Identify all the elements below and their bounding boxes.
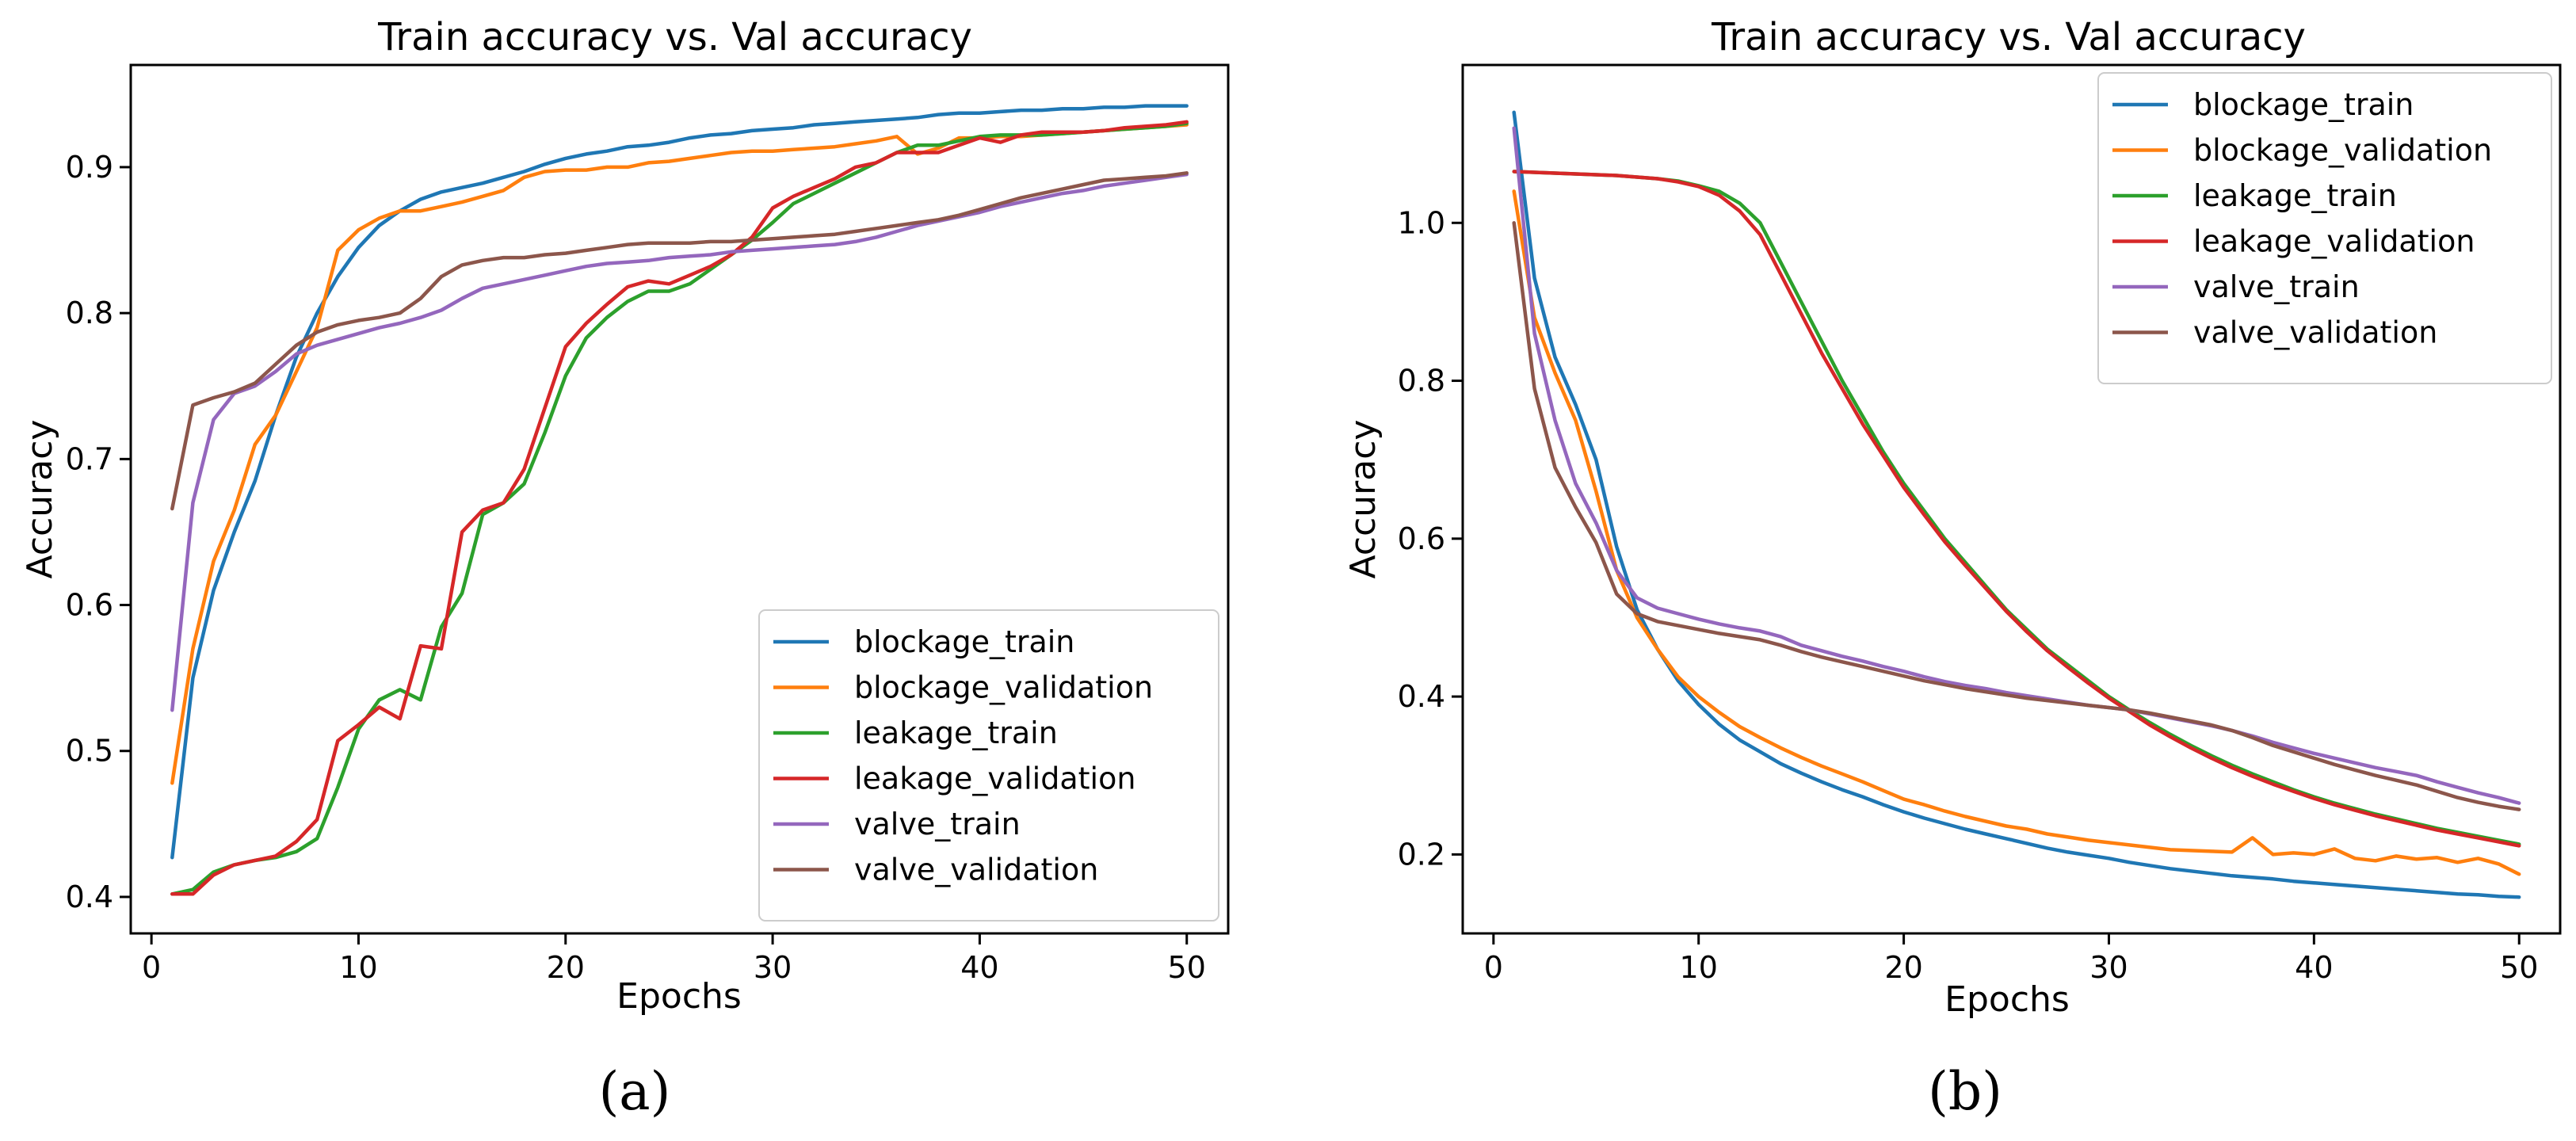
legend-label: valve_train bbox=[854, 807, 1021, 841]
legend-label: blockage_validation bbox=[2193, 133, 2492, 168]
legend-label: leakage_train bbox=[2193, 178, 2397, 213]
x-tick-label: 50 bbox=[2500, 950, 2538, 985]
y-tick-label: 0.9 bbox=[66, 150, 113, 185]
y-tick-label: 0.4 bbox=[1398, 679, 1445, 714]
y-axis-label: Accuracy bbox=[20, 420, 60, 579]
x-tick-label: 50 bbox=[1168, 950, 1206, 985]
chart-panel-a: Train accuracy vs. Val accuracy 0 10 20 30 4… bbox=[20, 15, 1230, 1122]
series-line-blockage-train bbox=[170, 104, 1189, 860]
plot-area bbox=[170, 104, 1189, 896]
x-tick-label: 0 bbox=[142, 950, 161, 985]
y-tick-label: 0.2 bbox=[1398, 837, 1445, 872]
legend-box bbox=[758, 609, 1219, 922]
panel-caption: (b) bbox=[1928, 1061, 2002, 1122]
y-axis: 0.2 0.4 0.6 0.8 1.0 bbox=[1398, 205, 1463, 872]
legend-label: leakage_train bbox=[854, 716, 1058, 750]
legend: blockage_train blockage_validationleakage… bbox=[758, 609, 1219, 922]
chart-panel-b: Train accuracy vs. Val accuracy 0 10 20 30 4… bbox=[1343, 15, 2562, 1122]
y-tick-label: 0.5 bbox=[66, 734, 113, 769]
y-tick-label: 0.4 bbox=[66, 880, 113, 914]
legend-label: blockage_train bbox=[2193, 87, 2414, 122]
x-tick-label: 30 bbox=[2089, 950, 2128, 985]
x-tick-label: 0 bbox=[1484, 950, 1503, 985]
legend-box bbox=[2097, 72, 2552, 384]
y-tick-label: 0.6 bbox=[1398, 521, 1445, 556]
chart-title: Train accuracy vs. Val accuracy bbox=[377, 15, 972, 59]
series-line-valve-validation bbox=[1512, 221, 2521, 811]
chart-title: Train accuracy vs. Val accuracy bbox=[1711, 15, 2306, 59]
legend-label: blockage_validation bbox=[854, 670, 1153, 705]
y-tick-label: 1.0 bbox=[1398, 205, 1445, 240]
series-line-leakage-validation bbox=[1512, 170, 2521, 848]
x-tick-label: 20 bbox=[547, 950, 585, 985]
x-tick-label: 30 bbox=[754, 950, 792, 985]
x-tick-label: 40 bbox=[960, 950, 998, 985]
legend-label: valve_train bbox=[2193, 269, 2360, 304]
y-tick-label: 0.8 bbox=[66, 296, 113, 330]
x-tick-label: 20 bbox=[1884, 950, 1922, 985]
series-line-leakage-validation bbox=[170, 120, 1189, 896]
x-tick-label: 10 bbox=[339, 950, 377, 985]
panel-caption: (a) bbox=[599, 1061, 671, 1122]
legend-label: leakage_validation bbox=[2193, 224, 2475, 259]
x-axis-label: Epochs bbox=[1944, 979, 2070, 1020]
series-line-valve-validation bbox=[170, 171, 1189, 511]
plot-area bbox=[1512, 110, 2521, 899]
legend-label: valve_validation bbox=[854, 853, 1098, 887]
legend-label: valve_validation bbox=[2193, 315, 2437, 350]
y-axis: 0.4 0.5 0.6 0.7 0.8 0.9 bbox=[66, 150, 131, 914]
x-tick-label: 40 bbox=[2295, 950, 2333, 985]
series-line-valve-train bbox=[1512, 126, 2521, 805]
y-tick-label: 0.8 bbox=[1398, 364, 1445, 399]
y-tick-label: 0.6 bbox=[66, 588, 113, 623]
x-axis: 0 10 20 30 40 50 bbox=[1484, 933, 2538, 985]
y-tick-label: 0.7 bbox=[66, 441, 113, 476]
x-axis: 0 10 20 30 40 50 bbox=[142, 933, 1206, 985]
y-axis-label: Accuracy bbox=[1343, 420, 1383, 579]
x-tick-label: 10 bbox=[1680, 950, 1718, 985]
plot-frame bbox=[1461, 63, 2562, 935]
legend: blockage_train blockage_validationleakage… bbox=[2097, 72, 2552, 384]
series-line-valve-train bbox=[170, 172, 1189, 712]
plot-frame bbox=[129, 63, 1230, 935]
x-axis-label: Epochs bbox=[616, 976, 742, 1017]
legend-label: blockage_train bbox=[854, 624, 1074, 659]
series-line-blockage-train bbox=[1512, 110, 2521, 899]
legend-label: leakage_validation bbox=[854, 761, 1135, 796]
series-line-blockage-validation bbox=[1512, 189, 2521, 876]
